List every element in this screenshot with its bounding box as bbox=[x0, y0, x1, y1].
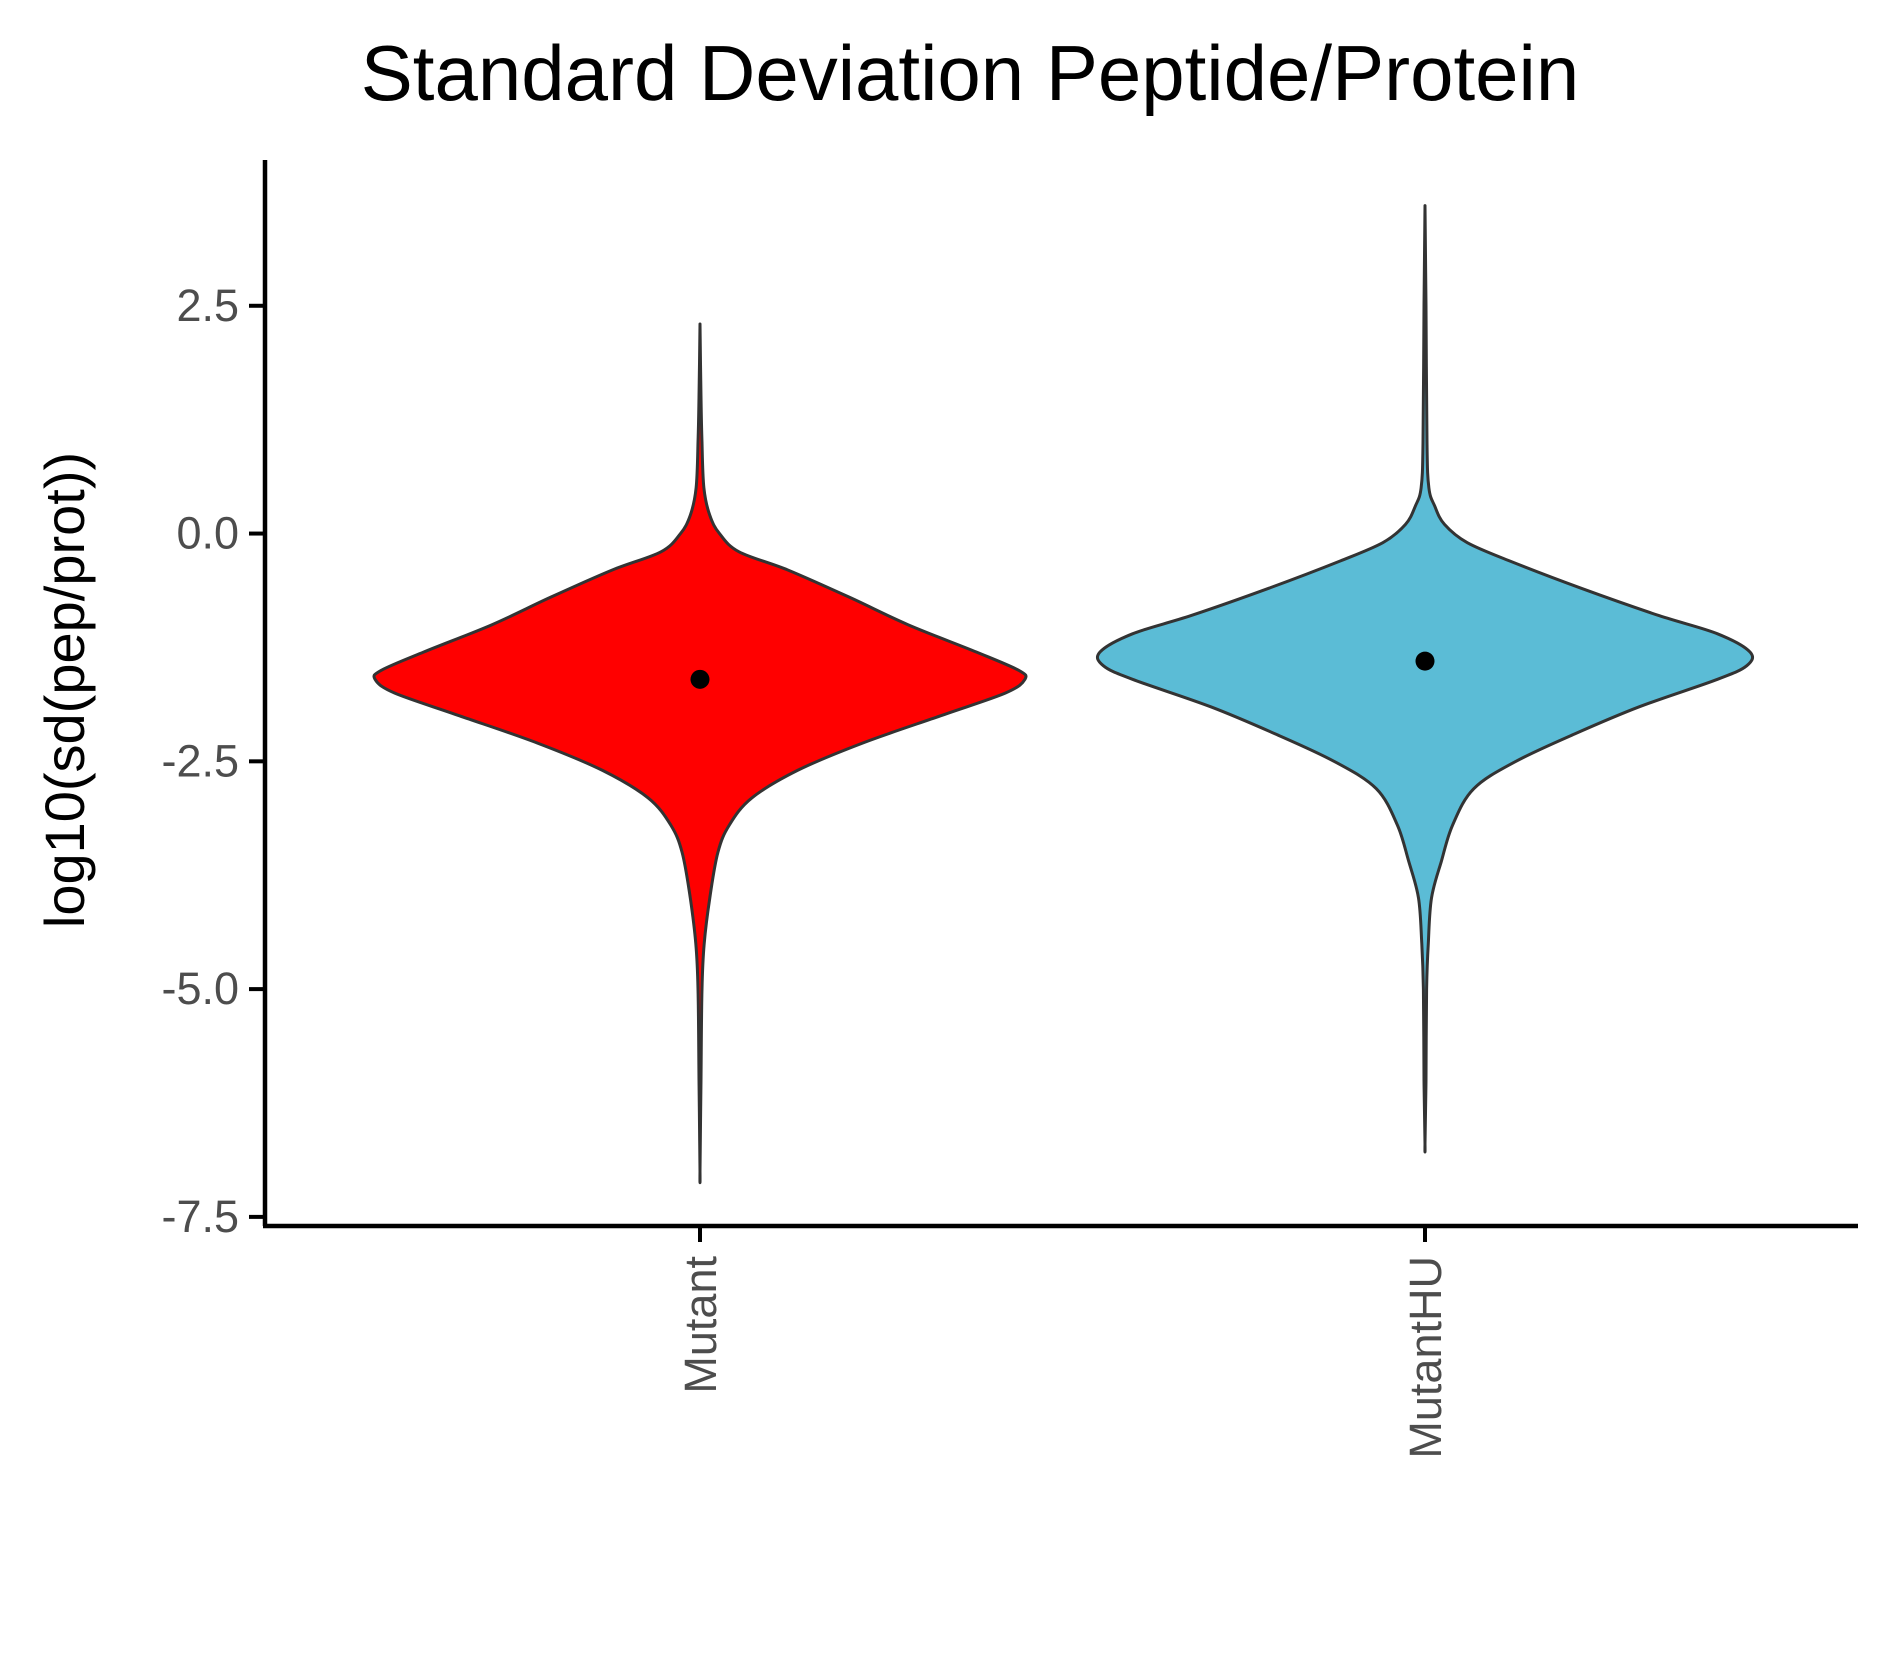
y-tick-label: 0.0 bbox=[176, 508, 239, 559]
violin-mutanthu bbox=[1095, 204, 1755, 1154]
median-dot-layer bbox=[690, 651, 1435, 689]
median-dot-mutant bbox=[690, 669, 710, 689]
median-dot-mutanthu bbox=[1415, 651, 1435, 671]
violin-mutant bbox=[372, 322, 1028, 1185]
x-tick-label: MutantHU bbox=[1400, 1256, 1451, 1459]
y-tick-label: -7.5 bbox=[161, 1191, 239, 1242]
y-tick-label: 2.5 bbox=[176, 280, 239, 331]
y-tick-label: -5.0 bbox=[161, 963, 239, 1014]
chart-title: Standard Deviation Peptide/Protein bbox=[361, 29, 1579, 117]
y-tick-label: -2.5 bbox=[161, 735, 239, 786]
y-axis-label: log10(sd(pep/prot)) bbox=[33, 452, 96, 928]
x-axis-ticks: Mutant MutantHU bbox=[675, 1226, 1451, 1459]
y-axis-ticks: 2.5 0.0 -2.5 -5.0 -7.5 bbox=[161, 280, 265, 1242]
violin-layer bbox=[372, 204, 1755, 1185]
x-tick-label: Mutant bbox=[675, 1256, 726, 1394]
